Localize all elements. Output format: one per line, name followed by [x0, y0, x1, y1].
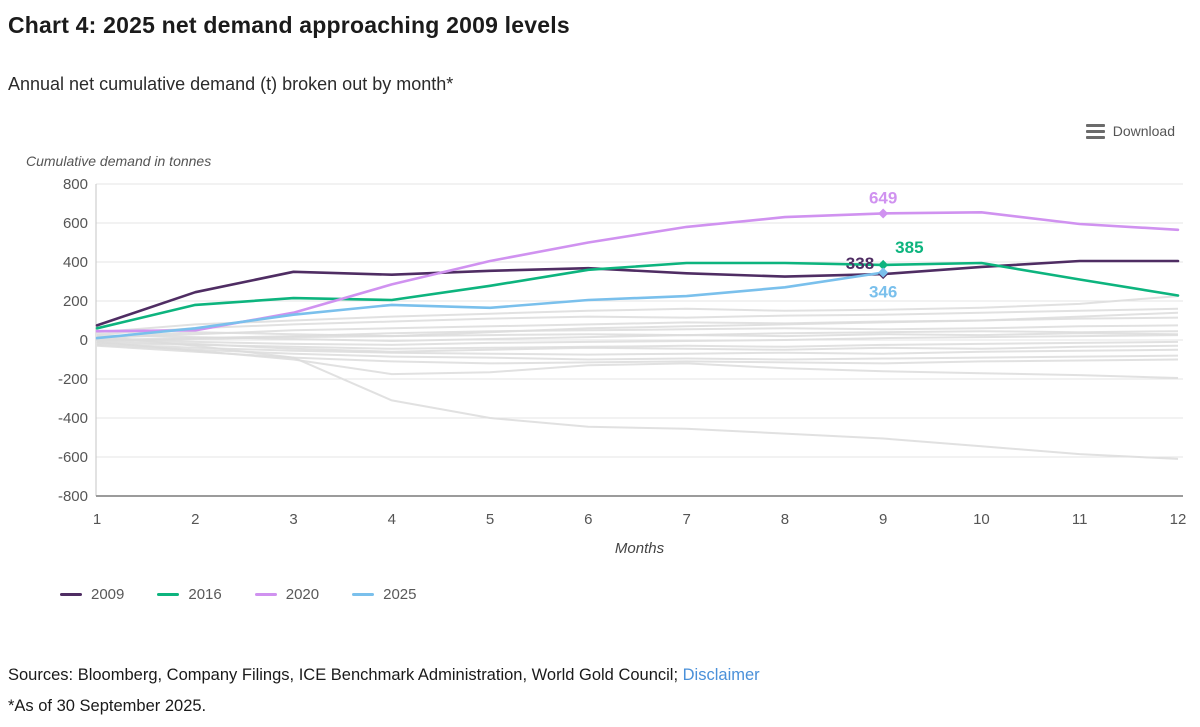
y-tick-label: 0 [80, 332, 88, 349]
legend-item-2016[interactable]: 2016 [157, 586, 222, 603]
y-tick-label: -200 [58, 371, 88, 388]
background-series-line [96, 330, 1179, 342]
sources-text: Sources: Bloomberg, Company Filings, ICE… [8, 666, 760, 685]
y-tick-label: -600 [58, 449, 88, 466]
legend-item-2009[interactable]: 2009 [60, 586, 124, 603]
x-tick-label: 1 [93, 511, 101, 528]
series-marker-2025[interactable] [878, 267, 889, 278]
legend-swatch-icon [352, 593, 375, 596]
x-axis-title: Months [614, 540, 665, 557]
data-label-385: 385 [895, 238, 923, 257]
x-tick-label: 4 [388, 511, 396, 528]
legend-swatch-icon [157, 593, 180, 596]
page-subtitle: Annual net cumulative demand (t) broken … [8, 74, 454, 94]
legend-label: 2016 [188, 586, 222, 603]
y-tick-label: 200 [63, 293, 88, 310]
x-tick-label: 5 [486, 511, 494, 528]
y-tick-label: 800 [63, 178, 88, 193]
background-series-line [96, 344, 1179, 365]
series-line-2009[interactable] [95, 259, 1180, 327]
x-tick-label: 3 [289, 511, 297, 528]
legend-swatch-icon [254, 593, 277, 596]
legend-item-2025[interactable]: 2025 [352, 586, 417, 603]
y-tick-label: -800 [58, 488, 88, 505]
legend-label: 2009 [91, 586, 125, 603]
y-tick-label: 600 [63, 215, 88, 232]
series-line-2020[interactable] [95, 211, 1180, 333]
background-series-line [96, 340, 1179, 350]
hamburger-menu-icon [1085, 123, 1105, 139]
disclaimer-link[interactable]: Disclaimer [682, 666, 760, 684]
x-tick-label: 12 [1170, 511, 1187, 528]
data-label-649: 649 [869, 188, 897, 207]
y-tick-label: 400 [63, 254, 88, 271]
download-button-label: Download [1112, 123, 1175, 139]
sources-label: Sources: Bloomberg, Company Filings, ICE… [8, 666, 683, 684]
background-series-line [96, 334, 1179, 346]
legend-label: 2025 [383, 586, 417, 603]
background-series-line [96, 343, 1179, 361]
x-tick-label: 2 [191, 511, 199, 528]
x-tick-label: 7 [682, 511, 690, 528]
x-tick-label: 8 [781, 511, 789, 528]
legend-swatch-icon [60, 593, 82, 596]
footnote-text: *As of 30 September 2025. [8, 697, 207, 715]
page-title: Chart 4: 2025 net demand approaching 200… [8, 12, 570, 38]
series-marker-2016[interactable] [878, 259, 889, 270]
y-tick-label: -400 [58, 410, 88, 427]
series-line-2025[interactable] [95, 271, 885, 340]
legend-label: 2020 [285, 586, 320, 603]
download-button[interactable]: Download [1085, 123, 1175, 139]
series-marker-2020[interactable] [878, 208, 889, 219]
data-label-338: 338 [846, 254, 874, 273]
x-tick-label: 6 [584, 511, 592, 528]
x-tick-label: 9 [879, 511, 887, 528]
background-series-line [96, 307, 1179, 336]
chart-legend: 2009 2016 2020 2025 [60, 586, 450, 603]
x-tick-label: 10 [973, 511, 990, 528]
series-line-2016[interactable] [95, 261, 1180, 330]
x-tick-label: 11 [1072, 511, 1088, 528]
background-series-line [96, 332, 1179, 342]
background-series-line [96, 342, 1179, 356]
background-series-line [96, 311, 1179, 339]
data-label-346: 346 [869, 283, 897, 302]
y-axis-title: Cumulative demand in tonnes [26, 153, 212, 169]
background-series-line [96, 340, 1179, 353]
background-series-line [96, 295, 1179, 334]
background-series-line [96, 340, 1179, 379]
legend-item-2020[interactable]: 2020 [254, 586, 320, 603]
